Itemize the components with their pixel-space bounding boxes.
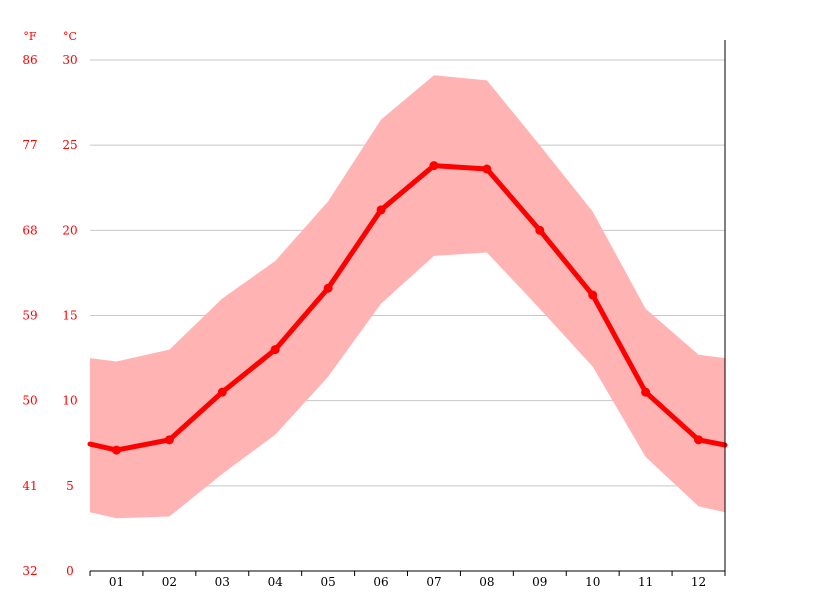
x-tick-label-03: 03 (215, 575, 230, 589)
unit-label-celsius: °C (63, 30, 77, 43)
data-point-06 (376, 205, 386, 215)
y-tick-fahrenheit-77: 77 (22, 138, 37, 152)
data-point-05 (323, 283, 333, 293)
x-tick-label-11: 11 (638, 575, 653, 589)
range-band (90, 75, 725, 519)
x-tick-label-10: 10 (585, 575, 600, 589)
data-point-12 (694, 435, 704, 445)
mean-line-path (87, 163, 728, 453)
y-tick-celsius-15: 15 (62, 309, 77, 323)
data-point-07 (429, 161, 439, 171)
data-point-04 (270, 345, 280, 355)
tick-labels: °F °C 0 32 5 41 10 50 15 59 20 68 25 77 30 86 01 02 03 04… (22, 30, 706, 589)
unit-label-fahrenheit: °F (23, 30, 37, 43)
x-tick-label-02: 02 (162, 575, 177, 589)
x-tick-label-05: 05 (320, 575, 335, 589)
y-tick-celsius-30: 30 (62, 53, 77, 67)
axes (89, 40, 726, 576)
y-tick-celsius-5: 5 (66, 479, 74, 493)
data-point-10 (588, 290, 598, 300)
x-tick-label-12: 12 (691, 575, 706, 589)
data-point-03 (217, 387, 227, 397)
x-tick-label-01: 01 (109, 575, 124, 589)
y-tick-fahrenheit-59: 59 (22, 309, 37, 323)
y-tick-celsius-10: 10 (62, 394, 77, 408)
temperature-range-band (90, 75, 725, 519)
y-tick-celsius-25: 25 (62, 138, 77, 152)
mean-temperature-line (87, 161, 728, 455)
y-tick-fahrenheit-86: 86 (22, 53, 37, 67)
data-point-02 (164, 435, 174, 445)
y-tick-celsius-20: 20 (62, 223, 77, 237)
x-tick-label-08: 08 (479, 575, 494, 589)
y-tick-fahrenheit-32: 32 (22, 564, 37, 578)
data-point-09 (535, 225, 545, 235)
y-tick-fahrenheit-50: 50 (22, 394, 37, 408)
data-point-11 (641, 387, 651, 397)
data-point-08 (482, 164, 492, 174)
y-tick-fahrenheit-68: 68 (22, 223, 37, 237)
y-tick-fahrenheit-41: 41 (22, 479, 37, 493)
y-tick-celsius-0: 0 (66, 564, 74, 578)
data-point-01 (111, 445, 121, 455)
x-tick-label-04: 04 (268, 575, 284, 589)
x-tick-label-07: 07 (426, 575, 441, 589)
x-tick-label-06: 06 (373, 575, 388, 589)
x-tick-label-09: 09 (532, 575, 547, 589)
